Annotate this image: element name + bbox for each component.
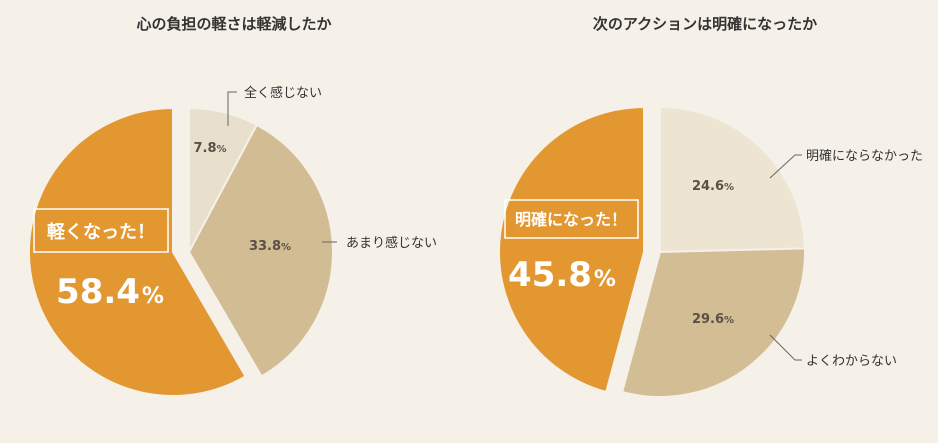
chart-1-highlight-label: 軽くなった！ <box>47 221 155 243</box>
chart-1-highlight-box <box>33 208 169 253</box>
chart-2-data-label-0: 24.6% <box>692 179 734 194</box>
chart-2-data-label-1: 29.6% <box>692 312 734 327</box>
chart-1-callout-1: あまり感じない <box>346 235 437 251</box>
chart-2-leader-line-1 <box>769 334 802 361</box>
chart-2-callout-1: よくわからない <box>806 354 897 369</box>
chart-2-leader-line-0 <box>769 154 802 179</box>
chart-2-highlight-label: 明確になった！ <box>515 210 627 229</box>
chart-2-slice-明確にならなかった <box>659 105 806 254</box>
chart-1-leader-line-0 <box>227 91 237 126</box>
chart-1-slice-あまり感じない <box>187 123 334 378</box>
chart-1-callout-0: 全く感じない <box>244 85 322 101</box>
chart-2-slice-明確になった <box>498 105 645 394</box>
chart-1-data-label-1: 33.8% <box>249 239 291 254</box>
pie-chart-1: 心の負担の軽さは軽減したか 7.8% 33.8% 軽くなった！ 58.4% 全く… <box>28 15 437 397</box>
chart-2-slice-よくわからない <box>620 247 806 398</box>
chart-2-title: 次のアクションは明確になったか <box>593 15 817 33</box>
chart-1-highlight-value: 58.4% <box>56 272 164 312</box>
pie-chart-2: 次のアクションは明確になったか 24.6% 29.6% 明確になった！ 45.8… <box>498 15 923 398</box>
chart-1-title: 心の負担の軽さは軽減したか <box>136 15 331 33</box>
chart-2-highlight-box <box>504 199 639 239</box>
chart-2-callout-0: 明確にならなかった <box>806 148 923 164</box>
chart-2-highlight-value: 45.8% <box>508 255 616 295</box>
chart-1-data-label-0: 7.8% <box>193 141 226 156</box>
